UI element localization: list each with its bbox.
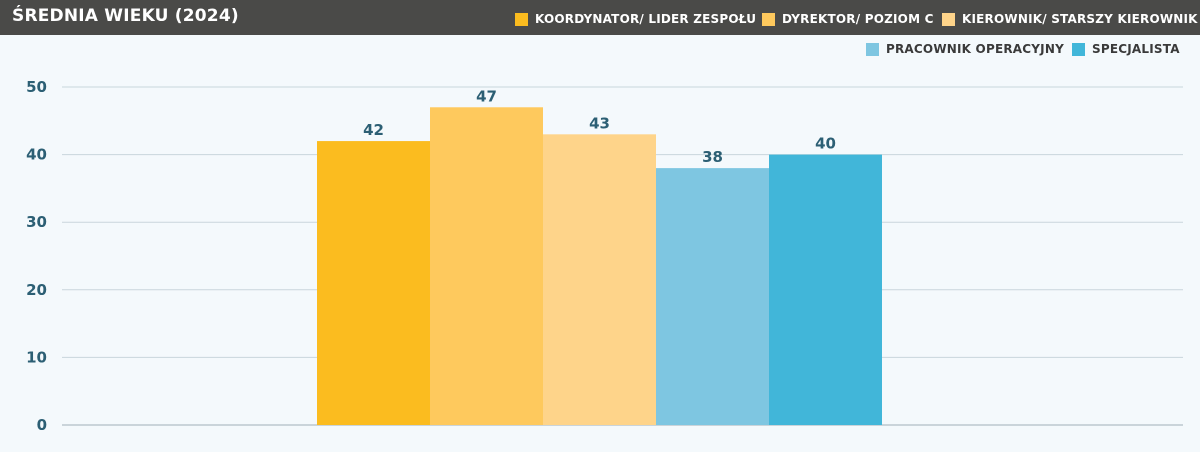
legend-label-specjalista: SPECJALISTA — [1092, 42, 1180, 56]
legend-label-dyrektor: DYREKTOR/ POZIOM C — [782, 12, 934, 26]
bar-specjalista — [769, 154, 882, 425]
legend-item-specjalista: SPECJALISTA — [1072, 42, 1180, 56]
bar-kierownik — [543, 134, 656, 425]
chart-header: ŚREDNIA WIEKU (2024) — [0, 0, 1200, 35]
legend-swatch-koordynator — [515, 12, 528, 26]
legend-swatch-pracownik — [866, 42, 879, 56]
legend-label-pracownik: PRACOWNIK OPERACYJNY — [886, 42, 1064, 56]
bars — [317, 107, 882, 425]
legend-item-dyrektor: DYREKTOR/ POZIOM C — [762, 12, 934, 26]
data-label-dyrektor: 47 — [476, 87, 497, 105]
data-label-kierownik: 43 — [589, 114, 610, 132]
legend-item-koordynator: KOORDYNATOR/ LIDER ZESPOŁU — [515, 12, 756, 26]
legend-swatch-specjalista — [1072, 42, 1085, 56]
y-axis: 0 10 20 30 40 50 — [26, 78, 47, 434]
legend-label-kierownik: KIEROWNIK/ STARSZY KIEROWNIK — [962, 12, 1198, 26]
data-label-pracownik: 38 — [702, 148, 723, 166]
bar-pracownik — [656, 168, 769, 425]
data-label-koordynator: 42 — [363, 121, 384, 139]
y-tick-label-50: 50 — [26, 78, 47, 96]
y-tick-label-20: 20 — [26, 281, 47, 299]
data-label-specjalista: 40 — [815, 135, 836, 153]
data-labels: 42 47 43 38 40 — [363, 87, 836, 166]
legend-swatch-dyrektor — [762, 12, 775, 26]
y-tick-label-10: 10 — [26, 348, 47, 366]
y-tick-label-40: 40 — [26, 146, 47, 164]
y-tick-label-0: 0 — [37, 416, 47, 434]
legend-label-koordynator: KOORDYNATOR/ LIDER ZESPOŁU — [535, 12, 757, 26]
legend-swatch-kierownik — [942, 12, 955, 26]
bar-koordynator — [317, 141, 430, 425]
bar-dyrektor — [430, 107, 543, 425]
legend-item-pracownik: PRACOWNIK OPERACYJNY — [866, 42, 1064, 56]
chart-title: ŚREDNIA WIEKU (2024) — [12, 6, 239, 26]
y-tick-label-30: 30 — [26, 213, 47, 231]
legend-item-kierownik: KIEROWNIK/ STARSZY KIEROWNIK — [942, 12, 1198, 26]
